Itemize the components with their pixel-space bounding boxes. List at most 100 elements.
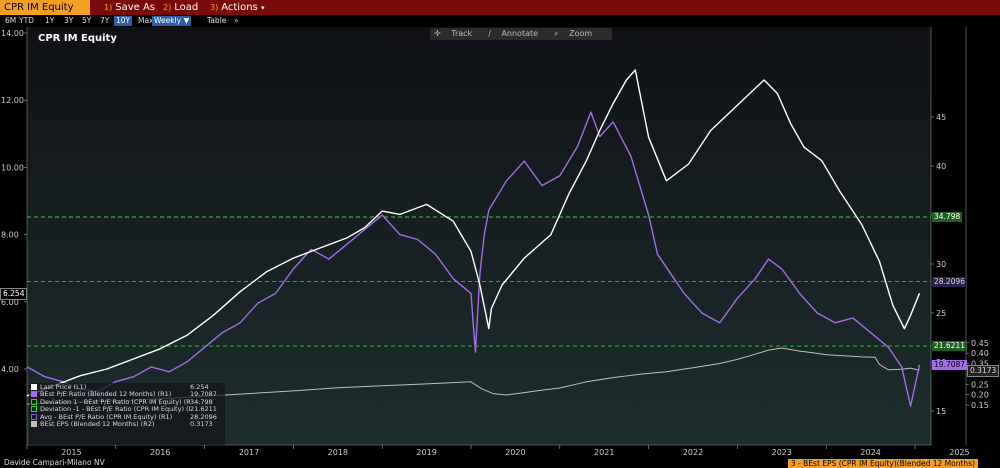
legend-swatch — [31, 406, 37, 413]
pencil-icon: ∕ — [488, 29, 491, 38]
legend-row[interactable]: Last Price (L1) 6.254 — [29, 383, 225, 391]
r1-axis-tick-label: 30 — [936, 260, 946, 269]
load-button[interactable]: 2) Load — [163, 0, 198, 15]
pe-ratio-line — [26, 111, 921, 407]
chart-title: CPR IM Equity — [38, 33, 117, 44]
range-button-1y[interactable]: 1Y — [45, 16, 55, 25]
legend-row[interactable]: BEst P/E Ratio (Blended 12 Months) (R1) 1… — [29, 390, 225, 399]
left-axis-tick-label: 10.00 — [1, 163, 24, 172]
legend-series-value: 34.798 — [190, 397, 213, 406]
frequency-dropdown[interactable]: Weekly ▼ — [152, 16, 192, 26]
chart-tools: ✛ Track ∕ Annotate ⌕ Zoom — [430, 28, 613, 40]
legend-series-name: Deviation -1 - BEst P/E Ratio (CPR IM Eq… — [40, 405, 190, 414]
x-axis-tick-label: 2015 — [61, 448, 81, 457]
load-number: 2) — [163, 3, 172, 12]
chart-legend: Last Price (L1) 6.254 BEst P/E Ratio (Blen… — [29, 383, 225, 445]
save-as-label: Save As — [115, 2, 155, 13]
security-ticker-field[interactable]: CPR IM Equity — [0, 0, 90, 15]
magnifier-icon: ⌕ — [554, 29, 559, 38]
save-as-button[interactable]: 1) Save As — [104, 0, 155, 15]
legend-series-value: 0.3173 — [190, 420, 213, 429]
legend-series-value: 21.6211 — [190, 405, 217, 414]
top-toolbar — [0, 0, 1000, 15]
more-button[interactable]: » — [234, 16, 239, 25]
chart-area[interactable] — [27, 27, 931, 445]
legend-row[interactable]: Deviation -1 - BEst P/E Ratio (CPR IM Eq… — [29, 405, 225, 414]
r2-axis-tick-label: 0.45 — [971, 339, 989, 348]
range-button-5y[interactable]: 5Y — [82, 16, 92, 25]
r1-axis-tick-label: 45 — [936, 113, 946, 122]
actions-dropdown-icon: ▾ — [260, 4, 265, 12]
range-button-10y[interactable]: 10Y — [114, 16, 133, 26]
legend-series-name: Deviation 1 - BEst P/E Ratio (CPR IM Equ… — [40, 397, 190, 406]
left-axis-tick-label: 14.00 — [1, 29, 24, 38]
zoom-label: Zoom — [569, 29, 593, 38]
x-axis-tick-label: 2022 — [683, 448, 703, 457]
left-axis-tick-label: 8.00 — [1, 231, 19, 240]
last-price-line — [26, 69, 921, 397]
r2-axis-tick-label: 0.20 — [971, 391, 989, 400]
left-axis-tick-label: 12.00 — [1, 96, 24, 105]
load-label: Load — [174, 2, 199, 13]
average-pe-tag: 28.2096 — [932, 276, 968, 287]
legend-series-name: Last Price (L1) — [40, 382, 87, 391]
deviation-plus-tag: 34.798 — [932, 211, 963, 222]
legend-series-name: BEst P/E Ratio (Blended 12 Months) (R1) — [40, 390, 172, 399]
x-axis-tick-label: 2019 — [416, 448, 436, 457]
r1-axis-tick-label: 40 — [936, 162, 946, 171]
actions-button[interactable]: 3) Actions ▾ — [210, 0, 264, 15]
actions-number: 3) — [210, 3, 219, 12]
left-axis-tick-label: 4.00 — [1, 365, 19, 374]
legend-swatch — [31, 391, 37, 398]
frequency-label: Weekly — [154, 16, 182, 25]
zoom-tool[interactable]: ⌕ Zoom — [554, 29, 600, 38]
deviation-minus-tag: 21.6211 — [932, 341, 968, 352]
x-axis-tick-label: 2023 — [772, 448, 792, 457]
x-axis-tick-label: 2020 — [505, 448, 525, 457]
x-axis-tick-label: 2024 — [860, 448, 880, 457]
pe-ratio-tag: 19.7087 — [932, 359, 968, 370]
range-button-max[interactable]: Max — [138, 16, 154, 25]
range-button-7y[interactable]: 7Y — [100, 16, 110, 25]
actions-label: Actions — [221, 2, 258, 13]
crosshair-icon: ✛ — [434, 29, 441, 38]
x-axis-tick-label: 2017 — [239, 448, 259, 457]
x-axis-tick-label: 2016 — [150, 448, 170, 457]
eps-series-label: 3 - BEst EPS (CPR IM Equity)(Blended 12 … — [787, 459, 978, 468]
annotate-tool[interactable]: ∕ Annotate — [488, 29, 546, 38]
left-axis-tick-label: 6.00 — [1, 298, 19, 307]
legend-swatch — [31, 398, 37, 405]
r2-axis-tick-label: 0.35 — [971, 360, 989, 369]
chevron-down-icon: ▼ — [183, 16, 190, 25]
annotate-label: Annotate — [501, 29, 539, 38]
last-price-tag: 6.254 — [0, 288, 28, 301]
legend-row[interactable]: BEst EPS (Blended 12 Months) (R2) 0.3173 — [29, 420, 225, 429]
legend-row[interactable]: Avg - BEst P/E Ratio (CPR IM Equity) (R1… — [29, 413, 225, 421]
track-tool[interactable]: ✛ Track — [434, 29, 480, 38]
legend-swatch — [31, 421, 37, 428]
range-button-6m[interactable]: 6M — [5, 16, 17, 25]
x-axis-tick-label: 2021 — [594, 448, 614, 457]
r2-axis-tick-label: 0.40 — [971, 349, 989, 358]
range-button-3y[interactable]: 3Y — [64, 16, 74, 25]
legend-series-name: Avg - BEst P/E Ratio (CPR IM Equity) (R1… — [40, 412, 173, 421]
legend-series-value: 19.7087 — [190, 390, 217, 399]
legend-swatch — [31, 383, 37, 390]
range-button-ytd[interactable]: YTD — [19, 16, 34, 25]
legend-series-value: 28.2096 — [190, 412, 217, 421]
table-button[interactable]: Table — [207, 16, 227, 25]
r1-axis-tick-label: 15 — [936, 407, 946, 416]
r2-axis-tick-label: 0.25 — [971, 380, 989, 389]
legend-row[interactable]: Deviation 1 - BEst P/E Ratio (CPR IM Equ… — [29, 398, 225, 406]
save-as-number: 1) — [104, 3, 113, 12]
eps-tag: 0.3173 — [967, 365, 1000, 378]
legend-series-value: 6.254 — [190, 382, 209, 391]
legend-series-name: BEst EPS (Blended 12 Months) (R2) — [40, 420, 155, 429]
x-axis-tick-label: 2025 — [949, 448, 969, 457]
eps-line — [26, 347, 920, 405]
x-axis-tick-label: 2018 — [328, 448, 348, 457]
legend-swatch — [31, 413, 37, 420]
r2-axis-tick-label: 0.15 — [971, 401, 989, 410]
r1-axis-tick-label: 25 — [936, 309, 946, 318]
track-label: Track — [451, 29, 473, 38]
